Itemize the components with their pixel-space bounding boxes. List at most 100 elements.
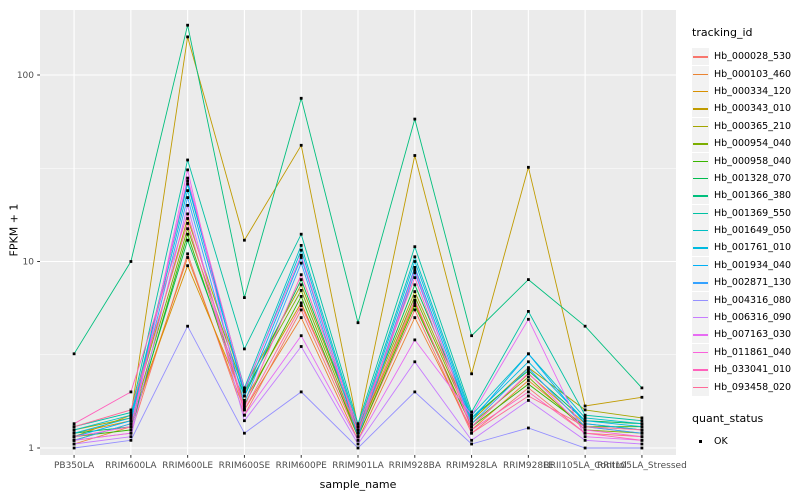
x-tick-labels: PB350LA RRIM600LA RRIM600LE RRIM600SE RRIM60… <box>54 461 687 471</box>
legend-line-swatch <box>692 256 709 274</box>
legend-item-label: Hb_033041_010 <box>714 364 792 376</box>
legend-item-Hb_001649_050: Hb_001649_050 <box>692 222 800 240</box>
legend-item-Hb_007163_030: Hb_007163_030 <box>692 326 800 344</box>
x-tick-label: RRIM600PE <box>276 461 328 471</box>
data-point <box>470 422 473 426</box>
legend-item-label: Hb_007163_030 <box>714 329 792 341</box>
data-point <box>186 264 189 268</box>
data-point <box>470 416 473 420</box>
data-point <box>640 438 644 442</box>
legend-item-Hb_002871_130: Hb_002871_130 <box>692 274 800 292</box>
legend-line-swatch <box>692 326 709 344</box>
data-point <box>129 428 133 432</box>
data-point <box>583 408 587 412</box>
legend-line-swatch <box>692 117 709 135</box>
data-point <box>243 406 246 409</box>
data-point <box>186 212 189 216</box>
data-point <box>470 431 473 435</box>
data-point <box>640 419 644 423</box>
y-tick-label: 100 <box>17 71 34 81</box>
data-point <box>299 304 303 307</box>
data-point <box>583 404 587 408</box>
legend-line-swatch <box>692 291 709 309</box>
legend-item-Hb_093458_020: Hb_093458_020 <box>692 378 800 396</box>
data-point <box>129 419 133 423</box>
legend-line-swatch <box>692 169 709 187</box>
data-point <box>413 298 417 302</box>
x-tick-label: RRIM600LA <box>105 461 157 471</box>
data-point <box>356 321 360 325</box>
data-point <box>72 438 76 442</box>
data-point <box>243 403 246 407</box>
data-point <box>72 446 76 450</box>
data-point <box>470 442 473 446</box>
legend-item-label: Hb_093458_020 <box>714 381 792 393</box>
data-point <box>186 204 189 207</box>
data-point <box>356 442 360 446</box>
data-point <box>470 334 473 338</box>
y-tick-labels: 1 10 100 <box>17 71 34 454</box>
legend-item-Hb_033041_010: Hb_033041_010 <box>692 361 800 379</box>
data-point <box>72 428 76 432</box>
legend-item-label: Hb_000365_210 <box>714 120 792 132</box>
data-point <box>527 379 530 382</box>
x-tick-label: RRIM901LA <box>332 461 384 471</box>
data-point <box>527 399 530 402</box>
data-point <box>186 35 189 39</box>
data-point <box>527 366 530 370</box>
data-point <box>129 438 133 442</box>
data-point <box>186 324 189 328</box>
data-point <box>413 301 417 305</box>
data-point <box>129 416 133 420</box>
data-point <box>129 260 133 263</box>
legend-items: Hb_000028_530 Hb_000103_460 Hb_000334_120 H… <box>692 48 800 396</box>
legend-item-Hb_000028_530: Hb_000028_530 <box>692 48 800 66</box>
data-point <box>640 446 644 450</box>
data-point <box>356 438 360 442</box>
legend-item-Hb_004316_080: Hb_004316_080 <box>692 291 800 309</box>
x-tick-label: RRIM928LE <box>503 461 554 471</box>
data-point <box>299 253 303 257</box>
legend-line-swatch <box>692 82 709 100</box>
data-point <box>413 245 417 249</box>
legend-line-swatch <box>692 239 709 257</box>
data-point <box>72 435 76 439</box>
data-point <box>186 176 189 180</box>
y-tick-label: 10 <box>23 258 35 268</box>
x-tick-label: PB350LA <box>54 461 95 471</box>
axis-ticks <box>37 74 643 458</box>
data-point <box>470 410 473 414</box>
legend-item-label: Hb_011861_040 <box>714 346 792 358</box>
data-point <box>470 438 473 442</box>
legend-item-ok-label: OK <box>714 435 728 447</box>
data-point <box>527 386 530 390</box>
legend-item-Hb_001761_010: Hb_001761_010 <box>692 239 800 257</box>
legend-item-Hb_001328_070: Hb_001328_070 <box>692 169 800 187</box>
data-point <box>527 310 530 313</box>
legend-item-label: Hb_002871_130 <box>714 277 792 289</box>
data-point <box>470 413 473 417</box>
data-point <box>243 419 246 423</box>
data-point <box>413 117 417 121</box>
data-point <box>186 182 189 186</box>
data-point <box>527 360 530 364</box>
data-point <box>299 261 303 265</box>
data-point <box>413 255 417 259</box>
legend-line-swatch <box>692 187 709 205</box>
data-point <box>243 347 246 351</box>
data-point <box>413 308 417 312</box>
legend-title-tracking-id: tracking_id <box>692 26 753 39</box>
data-point <box>299 295 303 298</box>
x-tick-label: RRIM928BA <box>389 461 442 471</box>
legend-line-swatch <box>692 274 709 292</box>
data-point <box>129 422 133 426</box>
data-point <box>640 386 644 390</box>
legend-item-Hb_000958_040: Hb_000958_040 <box>692 152 800 170</box>
data-point <box>413 316 417 319</box>
y-axis-title: FPKM + 1 <box>7 203 21 257</box>
data-point <box>186 222 189 225</box>
data-point <box>129 435 133 439</box>
legend-item-label: Hb_000954_040 <box>714 138 792 150</box>
data-point <box>299 301 303 305</box>
data-point <box>129 411 133 414</box>
